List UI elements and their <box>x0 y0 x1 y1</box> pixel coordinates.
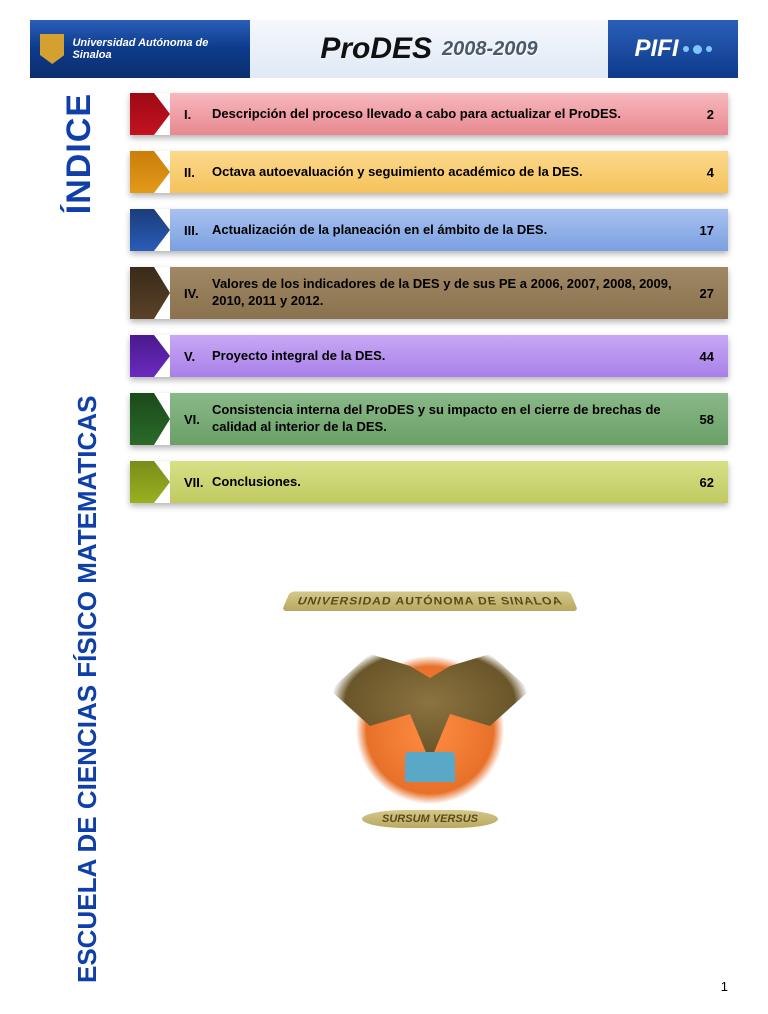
toc-arrow-icon <box>130 267 170 319</box>
header-university-block: Universidad Autónoma de Sinaloa <box>30 20 250 78</box>
emblem-eagle-icon <box>330 622 530 802</box>
header-pifi-block: PIFI <box>608 20 738 78</box>
toc-page: 27 <box>700 286 714 301</box>
header-prodes-block: ProDES 2008-2009 <box>250 20 608 78</box>
toc-arrow-icon <box>130 335 170 377</box>
toc-row: IV.Valores de los indicadores de la DES … <box>130 267 728 319</box>
toc-number: II. <box>184 165 212 180</box>
side-column: ÍNDICE ESCUELA DE CIENCIAS FÍSICO MATEMA… <box>0 93 130 503</box>
toc-number: VII. <box>184 475 212 490</box>
toc-row: VII.Conclusiones. 62 <box>130 461 728 503</box>
toc-number: III. <box>184 223 212 238</box>
toc-number: IV. <box>184 286 212 301</box>
emblem-banner-top: UNIVERSIDAD AUTÓNOMA DE SINALOA <box>282 592 578 611</box>
toc-arrow-icon <box>130 393 170 445</box>
years-text: 2008-2009 <box>442 38 538 61</box>
pifi-logo-text: PIFI <box>634 35 678 63</box>
toc-title: Valores de los indicadores de la DES y d… <box>212 276 690 310</box>
toc-number: V. <box>184 349 212 364</box>
university-emblem: UNIVERSIDAD AUTÓNOMA DE SINALOA SURSUM V… <box>280 590 580 920</box>
toc-title: Actualización de la planeación en el ámb… <box>212 222 690 239</box>
toc-row: I.Descripción del proceso llevado a cabo… <box>130 93 728 135</box>
toc-page: 4 <box>707 165 714 180</box>
university-name: Universidad Autónoma de Sinaloa <box>72 37 240 61</box>
school-heading: ESCUELA DE CIENCIAS FÍSICO MATEMATICAS <box>72 343 103 983</box>
toc-title: Conclusiones. <box>212 474 690 491</box>
toc-arrow-icon <box>130 93 170 135</box>
toc-row: III.Actualización de la planeación en el… <box>130 209 728 251</box>
dot-icon <box>683 46 689 52</box>
toc-title: Descripción del proceso llevado a cabo p… <box>212 106 697 123</box>
toc-bar: I.Descripción del proceso llevado a cabo… <box>170 93 728 135</box>
header-banner: Universidad Autónoma de Sinaloa ProDES 2… <box>30 20 738 78</box>
toc-title: Octava autoevaluación y seguimiento acad… <box>212 164 697 181</box>
toc-number: VI. <box>184 412 212 427</box>
indice-heading: ÍNDICE <box>60 93 99 214</box>
toc-bar: II.Octava autoevaluación y seguimiento a… <box>170 151 728 193</box>
toc-page: 44 <box>700 349 714 364</box>
table-of-contents: I.Descripción del proceso llevado a cabo… <box>130 93 728 503</box>
toc-row: V.Proyecto integral de la DES. 44 <box>130 335 728 377</box>
content-area: ÍNDICE ESCUELA DE CIENCIAS FÍSICO MATEMA… <box>0 93 768 503</box>
emblem-banner-bottom: SURSUM VERSUS <box>362 810 498 828</box>
toc-arrow-icon <box>130 461 170 503</box>
toc-title: Consistencia interna del ProDES y su imp… <box>212 402 690 436</box>
toc-arrow-icon <box>130 209 170 251</box>
toc-number: I. <box>184 107 212 122</box>
page-number: 1 <box>721 979 728 994</box>
prodes-logo-text: ProDES <box>320 32 432 66</box>
university-shield-icon <box>40 34 64 64</box>
dot-icon <box>706 46 712 52</box>
toc-bar: IV.Valores de los indicadores de la DES … <box>170 267 728 319</box>
toc-arrow-icon <box>130 151 170 193</box>
toc-bar: V.Proyecto integral de la DES. 44 <box>170 335 728 377</box>
emblem-book-icon <box>405 752 455 782</box>
toc-bar: III.Actualización de la planeación en el… <box>170 209 728 251</box>
toc-page: 17 <box>700 223 714 238</box>
toc-row: II.Octava autoevaluación y seguimiento a… <box>130 151 728 193</box>
toc-row: VI.Consistencia interna del ProDES y su … <box>130 393 728 445</box>
toc-bar: VI.Consistencia interna del ProDES y su … <box>170 393 728 445</box>
toc-page: 58 <box>700 412 714 427</box>
dot-icon <box>693 45 702 54</box>
toc-bar: VII.Conclusiones. 62 <box>170 461 728 503</box>
toc-title: Proyecto integral de la DES. <box>212 348 690 365</box>
toc-page: 2 <box>707 107 714 122</box>
toc-page: 62 <box>700 475 714 490</box>
